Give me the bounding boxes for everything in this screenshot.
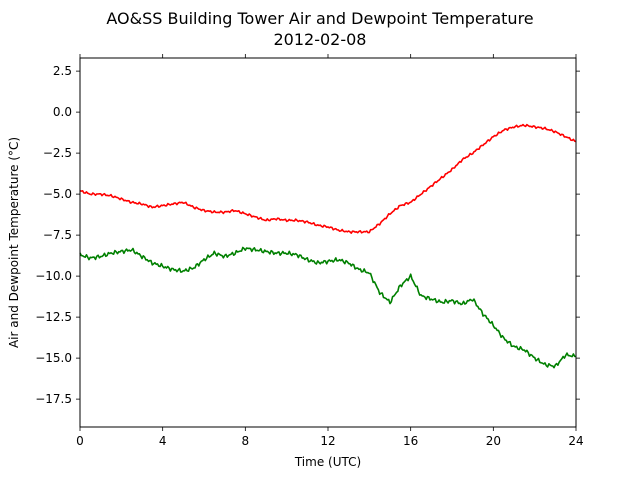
x-tick-label: 12 <box>320 434 335 448</box>
y-tick-label: −7.5 <box>43 228 72 242</box>
chart-title: AO&SS Building Tower Air and Dewpoint Te… <box>106 9 533 28</box>
y-tick-label: 0.0 <box>53 105 72 119</box>
chart-subtitle: 2012-02-08 <box>274 30 367 49</box>
dewpoint-temperature-line <box>79 246 577 369</box>
x-axis-label: Time (UTC) <box>294 455 361 469</box>
y-tick-label: −17.5 <box>35 392 72 406</box>
ticks: 0 4 8 12 16 20 24 2.5 0.0 −2.5 −5.0 −7.5 −10.0 −12.5 −… <box>35 54 584 448</box>
y-tick-label: −5.0 <box>43 187 72 201</box>
air-temperature-line <box>79 123 577 234</box>
x-tick-label: 16 <box>403 434 418 448</box>
y-tick-label: −15.0 <box>35 351 72 365</box>
y-tick-label: 2.5 <box>53 64 72 78</box>
y-tick-label: −2.5 <box>43 146 72 160</box>
plot-frame <box>79 57 577 428</box>
y-tick-label: −10.0 <box>35 269 72 283</box>
x-tick-label: 8 <box>242 434 250 448</box>
x-tick-label: 20 <box>486 434 501 448</box>
x-tick-label: 0 <box>76 434 84 448</box>
x-tick-label: 24 <box>568 434 583 448</box>
y-tick-label: −12.5 <box>35 310 72 324</box>
plot-lines <box>79 123 577 369</box>
y-axis-label: Air and Dewpoint Temperature (°C) <box>7 137 21 348</box>
x-tick-label: 4 <box>159 434 167 448</box>
